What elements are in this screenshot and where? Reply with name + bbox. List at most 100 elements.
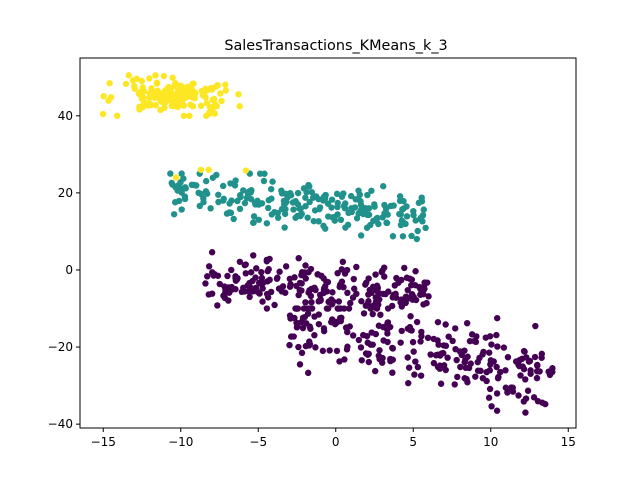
scatter-point	[207, 205, 214, 212]
scatter-point	[542, 400, 549, 408]
scatter-point	[420, 290, 427, 298]
scatter-point	[226, 200, 233, 207]
scatter-point	[340, 202, 348, 210]
scatter-point	[418, 194, 425, 201]
scatter-point	[399, 233, 407, 240]
scatter-point	[148, 85, 155, 92]
scatter-point	[463, 375, 470, 383]
scatter-point	[345, 305, 353, 312]
scatter-point	[465, 364, 473, 372]
scatter-point	[170, 211, 178, 218]
scatter-point	[381, 201, 388, 209]
scatter-point	[175, 182, 182, 189]
scatter-point	[335, 298, 343, 305]
scatter-point	[298, 349, 306, 357]
scatter-point	[493, 407, 501, 414]
scatter-point	[406, 323, 414, 331]
scatter-point	[204, 273, 211, 280]
scatter-point	[420, 206, 427, 213]
scatter-point	[232, 177, 239, 184]
scatter-point	[339, 258, 347, 265]
scatter-point	[453, 356, 460, 364]
scatter-point	[396, 210, 403, 218]
scatter-point	[202, 280, 209, 287]
scatter-point	[414, 227, 421, 235]
scatter-point	[373, 305, 381, 312]
scatter-point	[224, 272, 231, 280]
scatter-point	[230, 215, 237, 223]
scatter-point	[347, 192, 355, 200]
scatter-point	[348, 205, 355, 212]
scatter-point	[266, 276, 273, 284]
scatter-point	[263, 256, 271, 264]
scatter-point	[376, 296, 383, 303]
scatter-point	[415, 199, 423, 207]
scatter-point	[334, 211, 341, 218]
scatter-point	[372, 271, 379, 278]
scatter-point	[527, 370, 534, 377]
scatter-point	[358, 357, 365, 364]
scatter-point	[315, 320, 323, 328]
scatter-point	[242, 261, 249, 268]
scatter-point	[427, 351, 434, 358]
scatter-point	[522, 376, 529, 383]
scatter-point	[483, 377, 490, 385]
scatter-point	[310, 217, 317, 225]
scatter-point	[397, 339, 404, 346]
scatter-point	[241, 199, 249, 207]
scatter-point	[451, 381, 458, 388]
scatter-point	[246, 293, 253, 301]
scatter-point	[538, 350, 546, 358]
scatter-point	[389, 233, 397, 240]
scatter-point	[249, 219, 257, 226]
scatter-point	[281, 210, 289, 218]
scatter-point	[263, 220, 271, 227]
scatter-point	[135, 90, 143, 97]
scatter-point	[328, 204, 335, 211]
scatter-point	[248, 187, 255, 194]
scatter-point	[377, 311, 384, 318]
scatter-point	[304, 369, 312, 377]
scatter-point	[302, 275, 309, 282]
scatter-point	[347, 299, 354, 307]
scatter-point	[369, 341, 376, 348]
scatter-point	[129, 77, 137, 84]
scatter-point	[290, 333, 297, 340]
scatter-point	[493, 390, 501, 397]
scatter-point	[255, 279, 263, 287]
scatter-point	[294, 305, 302, 312]
scatter-point	[518, 355, 526, 363]
x-tick-label: 0	[332, 435, 340, 449]
scatter-point	[222, 87, 230, 94]
scatter-point	[532, 322, 539, 330]
scatter-point	[175, 197, 183, 205]
scatter-point	[255, 216, 263, 223]
scatter-point	[405, 364, 413, 371]
scatter-point	[515, 392, 522, 399]
scatter-point	[177, 101, 185, 108]
scatter-point	[334, 199, 341, 207]
scatter-point	[409, 338, 417, 346]
scatter-point	[302, 262, 309, 269]
scatter-point	[362, 281, 369, 288]
scatter-point	[411, 371, 418, 378]
scatter-point	[340, 305, 348, 312]
scatter-point	[205, 166, 212, 173]
scatter-point	[236, 103, 243, 110]
scatter-point	[281, 201, 288, 208]
scatter-point	[269, 178, 276, 185]
scatter-point	[445, 333, 452, 340]
scatter-point	[372, 367, 379, 375]
scatter-point	[236, 205, 244, 213]
scatter-point	[249, 277, 256, 285]
scatter-point	[430, 335, 437, 343]
scatter-point	[337, 216, 345, 223]
scatter-point	[338, 193, 346, 200]
scatter-point	[302, 203, 309, 210]
scatter-point	[485, 349, 493, 356]
scatter-point	[305, 269, 312, 276]
scatter-point	[281, 224, 288, 231]
x-tick-label: −10	[168, 435, 193, 449]
scatter-point	[232, 285, 239, 293]
scatter-point	[323, 278, 330, 285]
